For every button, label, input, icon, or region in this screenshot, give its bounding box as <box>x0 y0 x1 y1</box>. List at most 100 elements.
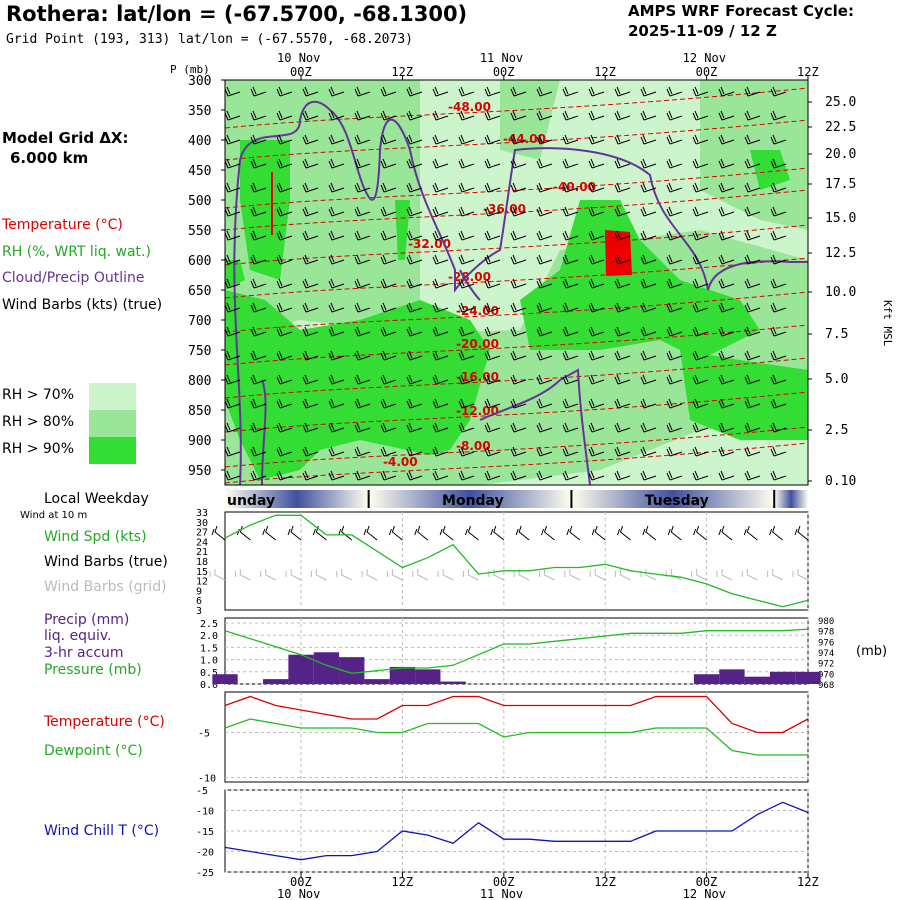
wind-barb <box>666 182 683 193</box>
wind-barb <box>588 446 605 457</box>
wind-barb <box>510 278 527 289</box>
wind-barb <box>744 182 761 193</box>
surface-wind-barb-true <box>566 525 581 541</box>
pressure-line <box>224 628 809 674</box>
wind-barb <box>666 470 683 481</box>
wind-barb <box>718 446 735 457</box>
wind-barb <box>536 278 553 289</box>
wind-barb <box>328 470 345 481</box>
wind-barb <box>510 326 527 337</box>
wind-barb <box>562 158 579 169</box>
wind-barb <box>744 422 761 433</box>
temperature-panel <box>224 691 809 783</box>
wind-barb <box>432 110 449 121</box>
wind-barb <box>484 350 501 361</box>
pressure-tick-label: 450 <box>188 164 211 179</box>
surface-wind-barb-true <box>794 525 809 541</box>
precip-tick: 1.5 <box>200 643 218 654</box>
wind-barb <box>510 206 527 217</box>
cloud-outline <box>459 269 481 301</box>
surface-wind-barb-true <box>439 525 454 541</box>
wind-barb <box>328 182 345 193</box>
wind-barb <box>276 326 293 337</box>
pressure-tick-label: 750 <box>188 344 211 359</box>
wind-barb <box>536 206 553 217</box>
wind-barb <box>588 398 605 409</box>
wind-barb <box>666 134 683 145</box>
wind-barb <box>458 134 475 145</box>
wind-barbs-grid-label: Wind Barbs (grid) <box>44 579 167 595</box>
wind-barb <box>276 206 293 217</box>
wind-barb <box>614 254 631 265</box>
wind-barb <box>458 350 475 361</box>
wind-barb <box>640 350 657 361</box>
wind-barbs <box>224 86 787 481</box>
wind-barb <box>614 206 631 217</box>
time-hour-label: 12Z <box>594 65 616 79</box>
precip-tick: 0.5 <box>200 668 218 679</box>
wind-barb <box>380 422 397 433</box>
wind-barb <box>328 446 345 457</box>
wind-barb <box>770 254 787 265</box>
wind-barb <box>458 422 475 433</box>
wind-barb <box>588 182 605 193</box>
wind-barb <box>562 110 579 121</box>
temperature-label: Temperature (°C) <box>44 714 165 730</box>
bottom-time-hour-label: 12Z <box>797 875 819 889</box>
wind-barb <box>354 302 371 313</box>
wind-barb <box>770 326 787 337</box>
wind-barb <box>276 158 293 169</box>
pressure-tick: 974 <box>818 649 834 659</box>
isotherm-label: -48.00 <box>448 100 491 114</box>
wind-barb <box>406 86 423 97</box>
wind-barb <box>640 446 657 457</box>
rh90-region <box>520 200 760 360</box>
wind-barb <box>354 446 371 457</box>
isotherm-line <box>224 119 809 161</box>
wind-barb <box>484 326 501 337</box>
wind-barb <box>692 278 709 289</box>
model-grid-title: Model Grid ΔX: <box>2 129 129 147</box>
wind-barb <box>718 86 735 97</box>
wind-barb <box>614 326 631 337</box>
surface-wind-barb-true <box>388 525 403 541</box>
wind-barb <box>380 470 397 481</box>
wind-barb <box>484 446 501 457</box>
wind-barb <box>744 254 761 265</box>
isotherm-label: -20.00 <box>456 337 499 351</box>
wind-barb <box>458 254 475 265</box>
surface-wind-barb-true <box>541 525 555 541</box>
wind-barb <box>744 278 761 289</box>
wind-barb <box>276 182 293 193</box>
isotherm-label: -4.00 <box>383 455 418 469</box>
wind-barb <box>406 110 423 121</box>
bottom-time-hour-label: 12Z <box>391 875 413 889</box>
precip-tick: 2.5 <box>200 619 218 630</box>
wind-barb <box>432 134 449 145</box>
pressure-tick-label: 600 <box>188 254 211 269</box>
wind-barb <box>770 110 787 121</box>
wind-barb <box>718 134 735 145</box>
wind-barb <box>276 134 293 145</box>
wind-barb <box>302 302 319 313</box>
pressure-tick-label: 950 <box>188 464 211 479</box>
wind-barb <box>588 134 605 145</box>
wind-barb <box>432 422 449 433</box>
wind-speed-tick: 12 <box>196 577 208 588</box>
wind-barb <box>250 422 267 433</box>
wind-barb <box>432 158 449 169</box>
wind-barb <box>380 446 397 457</box>
wind-speed-tick: 9 <box>196 586 202 597</box>
wind-barb <box>614 134 631 145</box>
wind-barb <box>302 278 319 289</box>
wind-barb <box>432 446 449 457</box>
isotherm-line <box>224 426 809 468</box>
pressure-tick: 968 <box>818 681 834 691</box>
wind-barb <box>458 302 475 313</box>
time-date-label: 10 Nov <box>277 51 320 65</box>
weekday-segment <box>225 490 369 508</box>
rh80-swatch <box>89 410 136 438</box>
wind-barb <box>744 230 761 241</box>
pressure-tick-label: 900 <box>188 434 211 449</box>
wind-barb <box>302 110 319 121</box>
